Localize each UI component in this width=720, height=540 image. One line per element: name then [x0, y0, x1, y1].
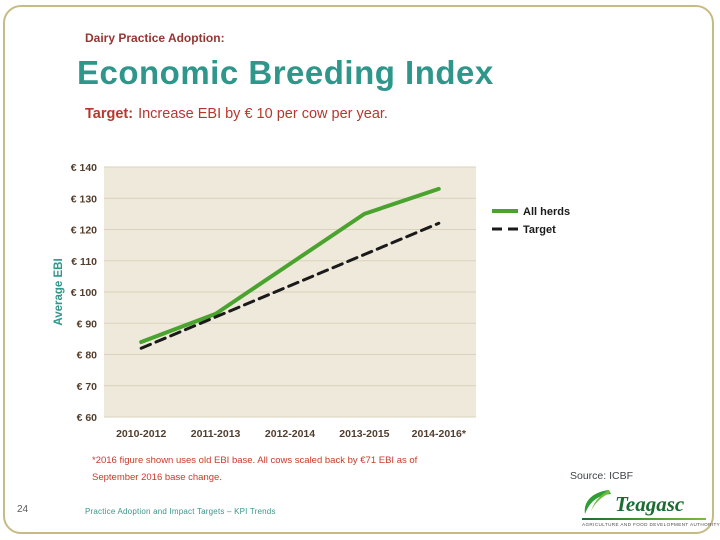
- target-label: Target:: [85, 106, 134, 122]
- y-tick-label: € 60: [77, 412, 98, 424]
- chart-footnote: *2016 figure shown uses old EBI base. Al…: [92, 452, 417, 486]
- y-tick-label: € 70: [77, 381, 98, 393]
- teagasc-leaf-icon: [584, 490, 611, 514]
- page-number: 24: [17, 504, 29, 515]
- target-text: Increase EBI by € 10 per cow per year.: [138, 106, 388, 122]
- chart-canvas: € 60 € 70 € 80 € 90 € 100 € 110 € 120 € 130 € 14…: [53, 162, 570, 440]
- y-tick-label: € 90: [77, 318, 98, 330]
- logo-wordmark: Teagasc: [615, 492, 685, 516]
- y-tick-label: € 120: [71, 225, 97, 237]
- footer-title: Practice Adoption and Impact Targets – K…: [85, 507, 276, 516]
- target-line: Target: Increase EBI by € 10 per cow per …: [85, 106, 388, 122]
- logo-row: Teagasc: [582, 489, 706, 515]
- footnote-line-1: *2016 figure shown uses old EBI base. Al…: [92, 455, 418, 466]
- logo-tagline: Agriculture and Food Development Authori…: [582, 522, 720, 527]
- source-credit: Source: ICBF: [570, 470, 634, 482]
- teagasc-logo: Teagasc Agriculture and Food Development…: [582, 489, 720, 527]
- ebi-chart: € 60 € 70 € 80 € 90 € 100 € 110 € 120 € 130 € 14…: [50, 152, 590, 450]
- x-tick-label: 2010-2012: [116, 428, 166, 440]
- y-tick-label: € 110: [71, 256, 97, 268]
- logo-rule: [582, 518, 706, 520]
- legend-label: All herds: [523, 206, 570, 218]
- x-tick-label: 2014-2016*: [412, 428, 467, 440]
- y-tick-label: € 80: [77, 350, 98, 362]
- series-all-herds: [139, 186, 441, 344]
- legend-label: Target: [523, 224, 556, 236]
- y-tick-label: € 130: [71, 193, 97, 205]
- x-tick-label: 2013-2015: [339, 428, 389, 440]
- series-target: [139, 221, 441, 350]
- x-tick-label: 2012-2014: [265, 428, 315, 440]
- y-tick-label: € 100: [71, 287, 97, 299]
- x-tick-label: 2011-2013: [191, 428, 241, 440]
- eyebrow-heading: Dairy Practice Adoption:: [85, 31, 225, 45]
- page-title: Economic Breeding Index: [77, 54, 494, 91]
- y-axis-title: Average EBI: [53, 258, 65, 325]
- y-tick-label: € 140: [71, 162, 97, 174]
- footnote-line-2: September 2016 base change.: [92, 472, 222, 483]
